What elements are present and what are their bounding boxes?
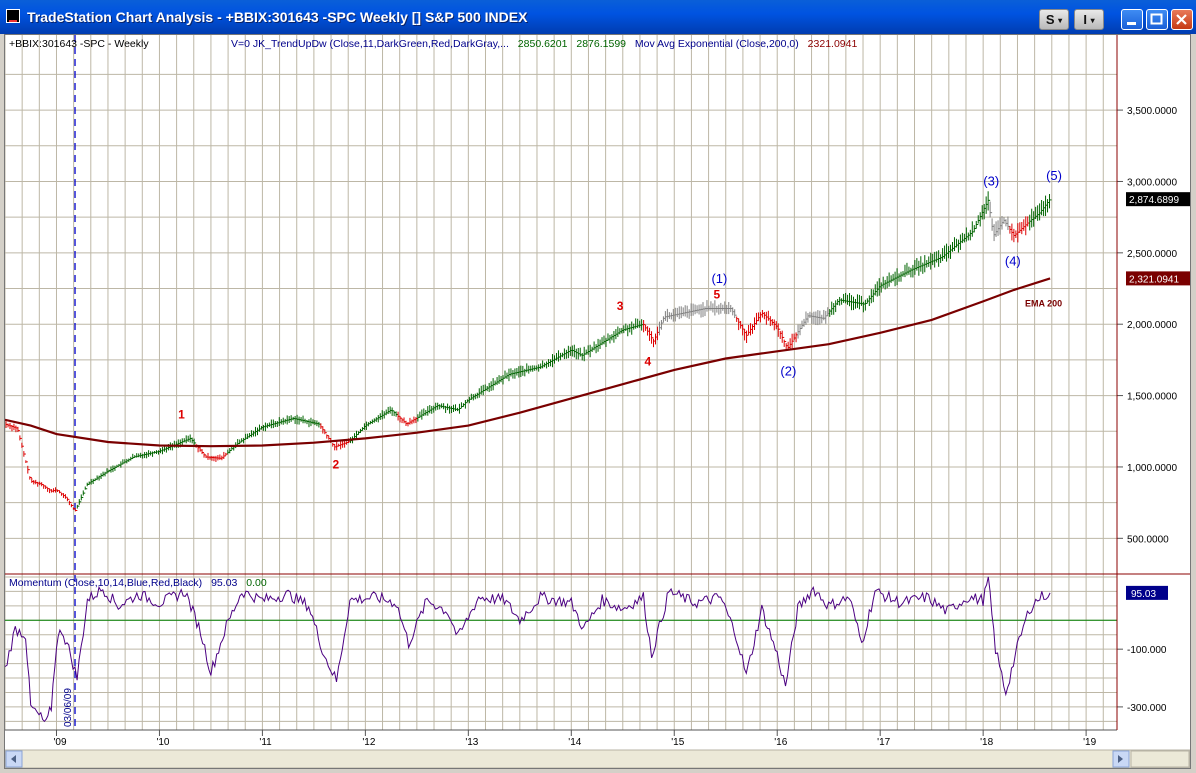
time-tick-label: '15: [671, 737, 684, 748]
time-axis: '09 '10 '11 '12 '13 '14 '15 '16 '17 '18 '19: [5, 729, 1117, 748]
wave-labels: 1 2 3 4 5 (1) (2) (3) (4) (5): [178, 168, 1062, 471]
price-tick-label: 3,000.0000: [1127, 177, 1177, 188]
momentum-series: [4, 576, 1117, 723]
wave-label: 4: [645, 355, 652, 369]
svg-text:95.03: 95.03: [1131, 589, 1156, 600]
ema-200-line: [4, 277, 1051, 448]
date-marker: 03/06/09: [63, 35, 76, 730]
wave-label: (2): [780, 364, 796, 379]
time-tick-label: '10: [156, 737, 169, 748]
price-tick-label: 1,500.0000: [1127, 392, 1177, 403]
chart-window[interactable]: 500.0000 1,000.0000 1,500.0000 2,000.0000 2,…: [4, 34, 1191, 769]
style-menu-button[interactable]: S ▾: [1039, 9, 1069, 30]
grid-lines: [4, 35, 1117, 730]
price-tick-label: 1,000.0000: [1127, 463, 1177, 474]
price-bars: [5, 191, 1052, 512]
wave-label: (1): [711, 271, 727, 286]
momentum-axis: -100.000 -300.000: [1117, 645, 1167, 714]
momentum-value-tag: 95.03: [1126, 585, 1168, 600]
minimize-button[interactable]: [1121, 9, 1143, 30]
time-tick-label: '14: [568, 737, 581, 748]
price-tick-label: 3,500.0000: [1127, 106, 1177, 117]
arrow-left-icon: [11, 755, 16, 763]
momentum-line: [4, 576, 1051, 723]
price-tick-label: 500.0000: [1127, 534, 1169, 545]
wave-label: 5: [714, 288, 721, 302]
chart-canvas[interactable]: 500.0000 1,000.0000 1,500.0000 2,000.0000 2,…: [4, 35, 1191, 769]
time-tick-label: '16: [774, 737, 787, 748]
time-tick-label: '18: [980, 737, 993, 748]
title-bar: TradeStation Chart Analysis - +BBIX:3016…: [0, 0, 1196, 34]
svg-text:2,874.6899: 2,874.6899: [1129, 195, 1179, 206]
time-tick-label: '09: [53, 737, 66, 748]
close-button[interactable]: [1171, 9, 1193, 30]
close-icon: [1176, 14, 1187, 25]
date-marker-label: 03/06/09: [63, 688, 74, 727]
wave-label: 3: [617, 299, 624, 313]
scroll-corner: [1130, 750, 1190, 768]
app-icon: [6, 9, 20, 23]
window-title: TradeStation Chart Analysis - +BBIX:3016…: [27, 9, 528, 25]
momentum-tick-label: -300.000: [1127, 703, 1167, 714]
maximize-icon: [1150, 13, 1163, 25]
wave-label: 2: [333, 457, 340, 471]
symbol-label: +BBIX:301643 -SPC - Weekly: [9, 38, 149, 50]
momentum-legend: Momentum (Close,10,14,Blue,Red,Black) 95…: [9, 577, 267, 589]
indicator-legend: V=0 JK_TrendUpDw (Close,11,DarkGreen,Red…: [231, 38, 857, 50]
price-tick-label: 2,000.0000: [1127, 320, 1177, 331]
wave-label: 1: [178, 407, 185, 421]
maximize-button[interactable]: [1146, 9, 1168, 30]
wave-label: (5): [1046, 168, 1062, 183]
indicator-menu-button[interactable]: I ▾: [1074, 9, 1104, 30]
time-tick-label: '13: [465, 737, 478, 748]
horizontal-scrollbar[interactable]: [4, 749, 1191, 769]
ema-price-tag: 2,321.0941: [1126, 271, 1190, 286]
svg-text:2,321.0941: 2,321.0941: [1129, 274, 1179, 285]
time-tick-label: '12: [362, 737, 375, 748]
price-axis: 500.0000 1,000.0000 1,500.0000 2,000.0000 2,…: [1117, 106, 1177, 545]
wave-label: (4): [1005, 254, 1021, 269]
arrow-right-icon: [1118, 755, 1123, 763]
time-tick-label: '11: [259, 737, 272, 748]
price-tick-label: 2,500.0000: [1127, 249, 1177, 260]
current-price-tag: 2,874.6899: [1126, 192, 1190, 207]
wave-label: (3): [983, 174, 999, 189]
time-tick-label: '17: [877, 737, 890, 748]
time-tick-label: '19: [1083, 737, 1096, 748]
momentum-tick-label: -100.000: [1127, 645, 1167, 656]
ema-200-label: EMA 200: [1025, 298, 1062, 308]
minimize-icon: [1127, 22, 1136, 25]
ema-200-line-path: [4, 277, 1051, 448]
